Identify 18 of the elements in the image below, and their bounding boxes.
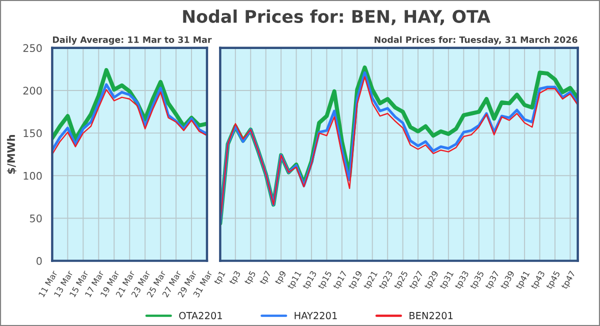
y-tick-label: 0 — [36, 257, 42, 265]
x-tick-label: tp9 — [274, 270, 288, 286]
y-axis-title: $/MWh — [6, 135, 16, 174]
x-tick-label: tp3 — [228, 270, 242, 286]
x-tick-label: tp1 — [214, 270, 227, 286]
chart-title: Nodal Prices for: BEN, HAY, OTA — [183, 10, 490, 26]
legend-label: BEN2201 — [410, 312, 453, 320]
y-tick-label: 100 — [24, 172, 42, 180]
legend-label: HAY2201 — [294, 312, 337, 320]
y-tick-label: 250 — [23, 44, 42, 52]
y-tick-label: 200 — [23, 86, 42, 95]
chart-subtitle: Nodal Prices for: Tuesday, 31 March 2026 — [374, 36, 578, 45]
y-tick-label: 50 — [30, 214, 42, 222]
x-tick-label: tp5 — [244, 270, 258, 286]
legend-label: OTA2201 — [179, 312, 222, 320]
y-tick-label: 150 — [24, 129, 42, 138]
chart-subtitle: Daily Average: 11 Mar to 31 Mar — [53, 36, 212, 45]
x-tick-label: tp7 — [259, 270, 272, 286]
